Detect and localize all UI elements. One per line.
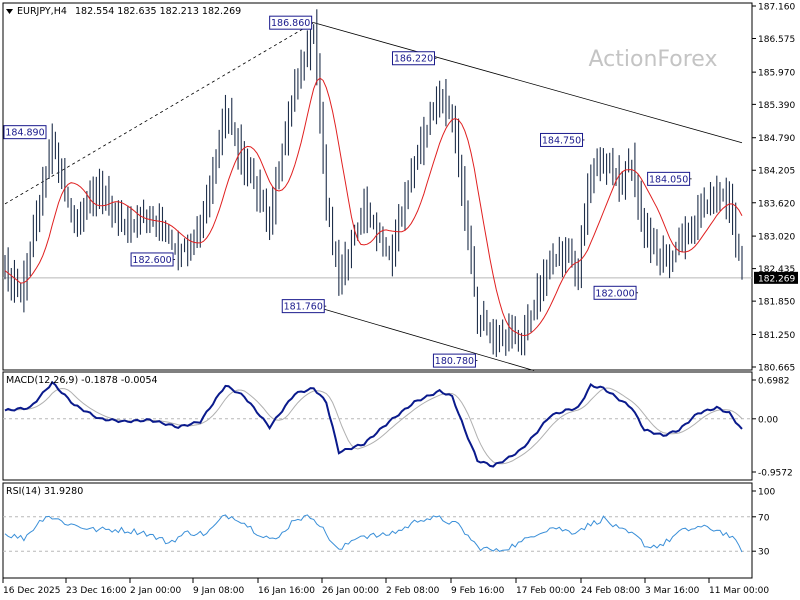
price-tick-label: 184.790 [758,134,795,144]
time-tick-label: 2 Feb 08:00 [386,586,440,596]
level-label: 184.050 [649,174,688,185]
rsi-grid [3,516,752,552]
time-tick-label: 2 Jan 00:00 [130,586,182,596]
rsi-line [4,514,743,553]
level-label-box [130,252,174,267]
rsi-panel-frame [2,482,753,579]
channel-trendlines [4,22,743,371]
level-label-box [593,285,637,300]
macd-tick-label: 0.6982 [758,377,790,387]
level-label-box [647,171,691,186]
macd-tick-label: -0.9572 [758,469,793,479]
price-panel-frame [2,2,753,371]
price-tick-label: 183.620 [758,199,795,209]
level-label-box [3,125,47,140]
level-label: 184.890 [5,128,44,139]
price-tick-label: 181.850 [758,298,795,308]
price-tick-label: 186.575 [758,35,795,45]
macd-tick-label: 0.00 [758,415,778,425]
time-tick-label: 3 Mar 16:00 [645,586,700,596]
rsi-tick-label: 30 [758,548,770,558]
rsi-y-axis: 100 70 30 [752,488,775,558]
rsi-tick-label: 100 [758,488,775,498]
time-tick-label: 26 Jan 00:00 [322,586,379,596]
level-label: 182.000 [595,288,634,299]
level-label: 186.220 [394,54,433,65]
level-label-box [281,299,325,314]
last-price-badge [754,271,798,284]
last-price-label: 182.269 [758,274,795,284]
time-axis: 16 Dec 2025 23 Dec 16:00 2 Jan 00:00 9 Jan … [2,578,769,596]
rsi-tick-label: 70 [758,513,770,523]
time-tick-label: 9 Feb 16:00 [451,586,505,596]
level-label-box [269,15,313,30]
price-tick-label: 184.205 [758,167,795,177]
price-tick-label: 180.665 [758,364,795,374]
level-label: 186.860 [271,18,310,29]
channel-trendline [313,22,743,144]
time-tick-label: 9 Jan 08:00 [193,586,245,596]
price-tick-label: 182.435 [758,265,795,275]
channel-trendline [313,305,535,371]
time-tick-label: 16 Dec 2025 [3,586,61,596]
time-tick-label: 11 Mar 00:00 [709,586,769,596]
macd-title: MACD(12,26,9) -0.1878 -0.0054 [6,375,158,386]
level-label: 182.600 [132,255,171,266]
watermark: ActionForex [589,47,718,72]
moving-average [4,77,743,337]
collapse-triangle-icon[interactable] [6,9,13,14]
level-label-box [391,51,435,66]
level-label: 184.750 [542,135,581,146]
level-label-box [432,353,476,368]
rsi-lines [4,514,743,553]
price-tick-label: 185.970 [758,69,795,79]
price-y-axis: 187.160 186.575 185.970 185.390 184.790 184.2… [752,3,798,374]
candles [4,9,743,357]
level-label: 180.780 [435,356,474,367]
time-tick-label: 23 Dec 16:00 [66,586,127,596]
level-label: 181.760 [284,302,323,313]
moving-average-line [4,77,743,337]
level-label-box [540,132,584,147]
time-tick-label: 17 Feb 00:00 [516,586,575,596]
macd-lines [4,380,743,468]
macd-main-line [4,380,743,468]
price-tick-label: 181.250 [758,331,795,341]
price-level-labels: 186.860 186.220 184.890 184.750 184.050 182.6… [3,15,692,368]
time-tick-label: 16 Jan 16:00 [258,586,315,596]
price-tick-label: 187.160 [758,3,795,13]
price-tick-label: 185.390 [758,101,795,111]
macd-y-axis: 0.6982 0.00 -0.9572 [752,377,793,479]
ohlc-values: 182.554 182.635 182.213 182.269 [75,6,241,17]
price-tick-label: 183.020 [758,233,795,243]
macd-panel-frame [2,371,753,481]
symbol-label: EURJPY,H4 [17,6,67,17]
time-tick-label: 24 Feb 08:00 [581,586,640,596]
price-header: EURJPY,H4 182.554 182.635 182.213 182.26… [6,6,241,17]
rsi-title: RSI(14) 31.9280 [6,486,83,497]
